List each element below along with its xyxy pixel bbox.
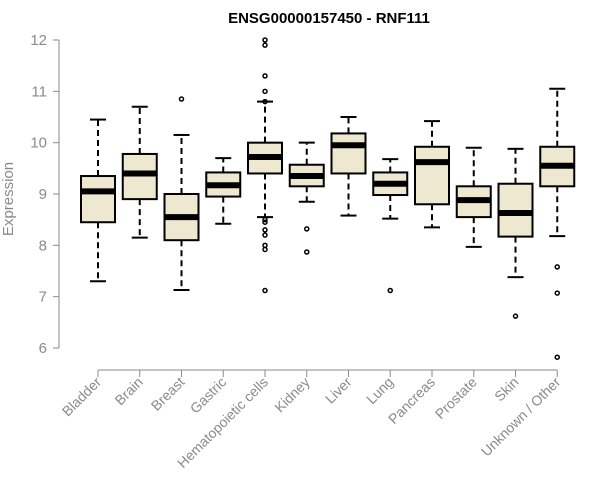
outlier-point xyxy=(262,98,268,105)
box-6 xyxy=(288,141,325,255)
outlier-point xyxy=(262,42,268,48)
outlier-point xyxy=(262,287,268,294)
outlier-point xyxy=(387,287,393,294)
outlier-point xyxy=(554,290,560,296)
outlier-point xyxy=(304,226,310,232)
outlier-point xyxy=(178,96,185,102)
outlier-point xyxy=(512,313,519,319)
box-12 xyxy=(539,87,576,360)
outlier-point xyxy=(262,232,268,238)
outlier-point xyxy=(262,88,268,95)
chart-title: ENSG00000157450 - RNF111 xyxy=(228,10,430,27)
x-tick-label: Liver xyxy=(322,374,355,407)
y-tick-label: 7 xyxy=(39,289,47,306)
box-4 xyxy=(205,157,242,225)
box-iqr xyxy=(414,145,450,206)
x-tick-label: Breast xyxy=(148,374,188,414)
outlier-point xyxy=(262,73,268,79)
outlier-point xyxy=(262,216,268,223)
outlier-point xyxy=(262,227,268,233)
box-2 xyxy=(121,105,158,239)
x-tick-label: Brain xyxy=(111,374,145,408)
x-tick-label: Lung xyxy=(363,374,396,407)
outlier-point xyxy=(262,219,268,225)
y-axis: 6 7 8 9 10 11 12 xyxy=(30,32,60,357)
x-tick-label: Skin xyxy=(491,374,522,405)
x-tick-label: Prostate xyxy=(432,374,480,422)
box-iqr xyxy=(80,175,116,224)
box-iqr xyxy=(330,132,367,175)
y-tick-label: 6 xyxy=(39,340,47,357)
x-tick-label: Kidney xyxy=(271,374,313,416)
box-iqr xyxy=(121,152,158,201)
y-tick-label: 8 xyxy=(39,237,47,254)
box-11 xyxy=(497,147,534,319)
y-axis-label: Expression xyxy=(0,162,17,236)
outlier-point xyxy=(554,354,560,360)
y-tick-label: 10 xyxy=(30,135,47,152)
outlier-point xyxy=(304,249,310,255)
box-7 xyxy=(330,116,367,217)
box-5 xyxy=(247,37,283,294)
outlier-point xyxy=(554,264,560,270)
boxes-group xyxy=(80,37,576,360)
y-tick-label: 9 xyxy=(39,186,47,203)
x-tick-label: Bladder xyxy=(59,374,105,420)
box-8 xyxy=(372,158,409,294)
box-3 xyxy=(163,96,200,291)
y-tick-label: 12 xyxy=(30,32,47,49)
box-10 xyxy=(455,146,492,248)
outlier-point xyxy=(262,37,268,43)
outlier-point xyxy=(262,246,268,253)
box-9 xyxy=(414,120,450,229)
box-1 xyxy=(80,118,116,283)
x-tick-label: Unknown / Other xyxy=(478,374,564,460)
y-tick-label: 11 xyxy=(31,83,47,100)
